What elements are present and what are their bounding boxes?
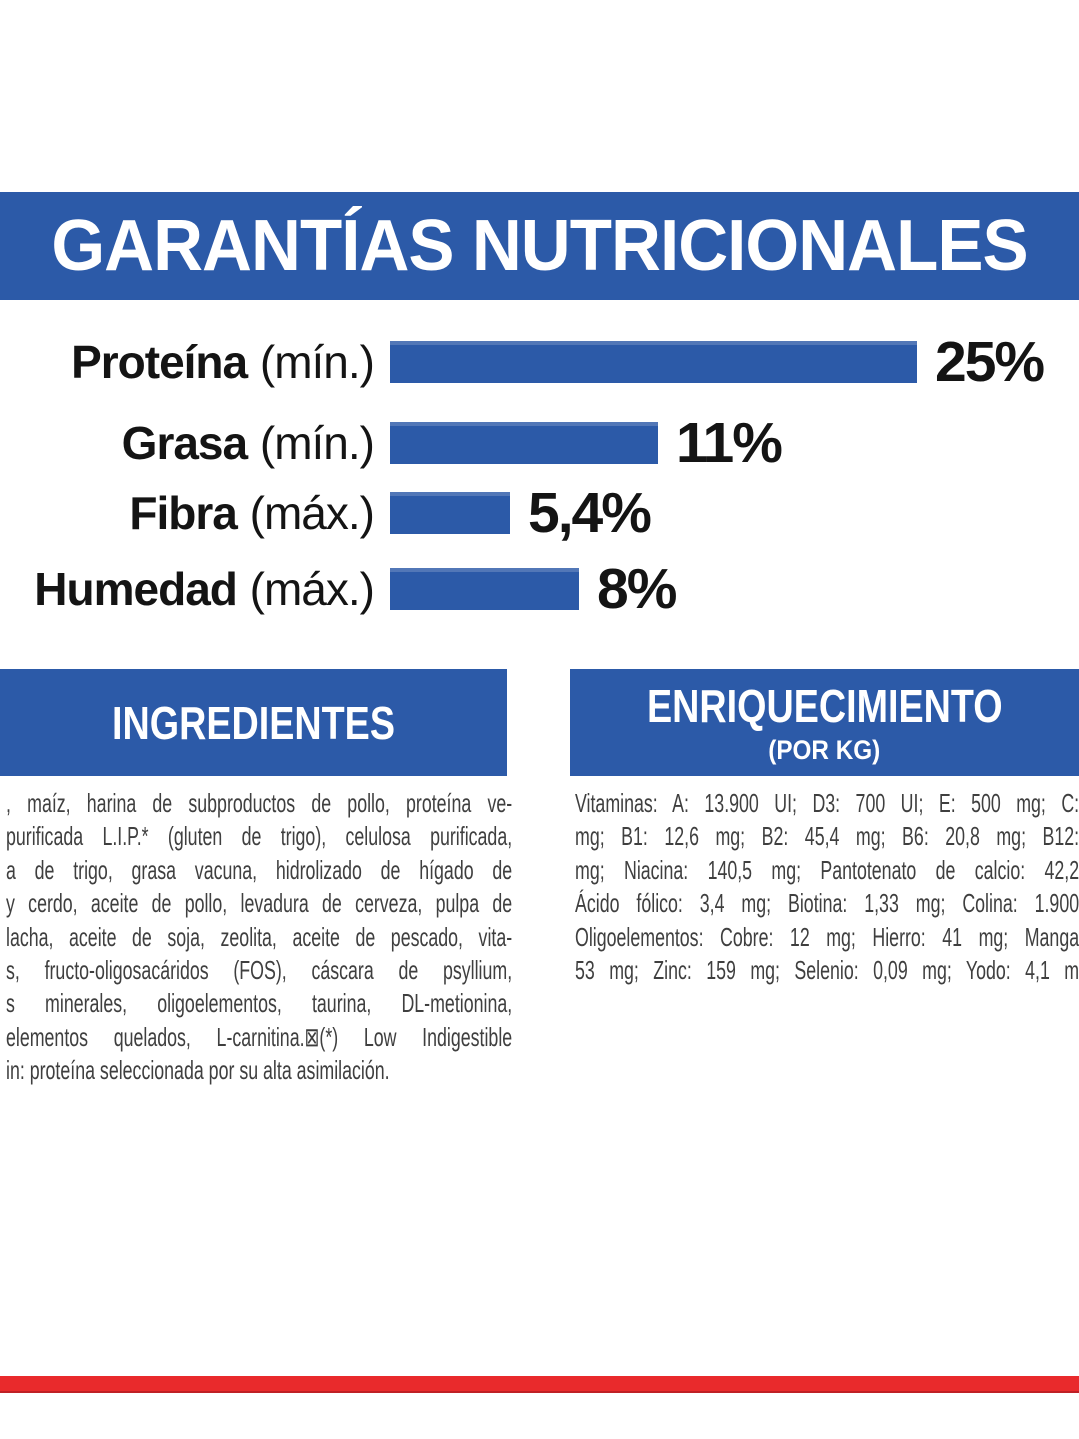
moisture-bar	[390, 568, 579, 610]
nutritional-guarantees-band: GARANTÍAS NUTRICIONALES	[0, 192, 1079, 300]
fiber-bar	[390, 492, 510, 534]
enrichment-text: Vitaminas: A: 13.900 UI; D3: 700 UI; E: …	[575, 787, 1079, 987]
nutritional-guarantees-title: GARANTÍAS NUTRICIONALES	[51, 206, 1028, 286]
ingredients-line: elementos quelados, L-carnitina.⊠(*) Low…	[6, 1021, 512, 1052]
enrichment-title: ENRIQUECIMIENTO	[646, 680, 1003, 732]
fiber-name: Fibra	[129, 487, 237, 539]
fat-name: Grasa	[121, 417, 248, 469]
protein-value: 25%	[935, 330, 1045, 394]
protein-qualifier: (mín.)	[259, 336, 375, 388]
moisture-name: Humedad	[34, 563, 238, 615]
ingredients-text: , maíz, harina de subproductos de pollo,…	[6, 787, 512, 1088]
ingredients-line: lacha, aceite de soja, zeolita, aceite d…	[6, 921, 512, 952]
enrichment-text-column: Vitaminas: A: 13.900 UI; D3: 700 UI; E: …	[575, 787, 1079, 992]
ingredients-line: s, fructo-oligosacáridos (FOS), cáscara …	[6, 954, 512, 985]
ingredients-line: , maíz, harina de subproductos de pollo,…	[6, 788, 512, 818]
enrichment-line: mg; B1: 12,6 mg; B2: 45,4 mg; B6: 20,8 m…	[575, 821, 1079, 852]
ingredients-line: s minerales, oligoelementos, taurina, DL…	[6, 988, 512, 1019]
protein-name: Proteína	[71, 336, 248, 388]
chart-row-protein: Proteína (mín.) 25%	[0, 330, 1079, 394]
fiber-value: 5,4%	[528, 481, 652, 545]
enrichment-header-box: ENRIQUECIMIENTO (POR KG)	[570, 669, 1079, 776]
protein-bar	[390, 341, 917, 383]
enrichment-line: mg; Niacina: 140,5 mg; Pantotenato de ca…	[575, 854, 1079, 885]
ingredients-text-column: , maíz, harina de subproductos de pollo,…	[6, 787, 512, 1092]
enrichment-subtitle: (POR KG)	[768, 735, 881, 765]
red-accent-stripe	[0, 1376, 1079, 1393]
protein-label: Proteína (mín.)	[0, 335, 375, 389]
ingredients-line: purificada L.I.P.* (gluten de trigo), ce…	[6, 821, 512, 852]
ingredients-title: INGREDIENTES	[112, 696, 395, 749]
moisture-value: 8%	[597, 557, 677, 621]
ingredients-line: y cerdo, aceite de pollo, levadura de ce…	[6, 888, 512, 919]
chart-row-moisture: Humedad (máx.) 8%	[0, 557, 1079, 621]
fiber-qualifier: (máx.)	[249, 487, 375, 539]
ingredients-line: a de trigo, grasa vacuna, hidrolizado de…	[6, 854, 512, 885]
ingredients-line: in: proteína seleccionada por su alta as…	[6, 1055, 390, 1086]
enrichment-line: Oligoelementos: Cobre: 12 mg; Hierro: 41…	[575, 921, 1079, 952]
enrichment-line: 53 mg; Zinc: 159 mg; Selenio: 0,09 mg; Y…	[575, 954, 1079, 985]
fat-label: Grasa (mín.)	[0, 416, 375, 470]
fat-bar	[390, 422, 658, 464]
fat-qualifier: (mín.)	[259, 417, 375, 469]
fat-value: 11%	[676, 411, 783, 475]
chart-row-fiber: Fibra (máx.) 5,4%	[0, 481, 1079, 545]
chart-row-fat: Grasa (mín.) 11%	[0, 411, 1079, 475]
moisture-qualifier: (máx.)	[249, 563, 375, 615]
fiber-label: Fibra (máx.)	[0, 486, 375, 540]
ingredients-header-box: INGREDIENTES	[0, 669, 507, 776]
moisture-label: Humedad (máx.)	[0, 562, 375, 616]
enrichment-line: Vitaminas: A: 13.900 UI; D3: 700 UI; E: …	[575, 788, 1079, 818]
enrichment-line: Ácido fólico: 3,4 mg; Biotina: 1,33 mg; …	[575, 888, 1079, 919]
